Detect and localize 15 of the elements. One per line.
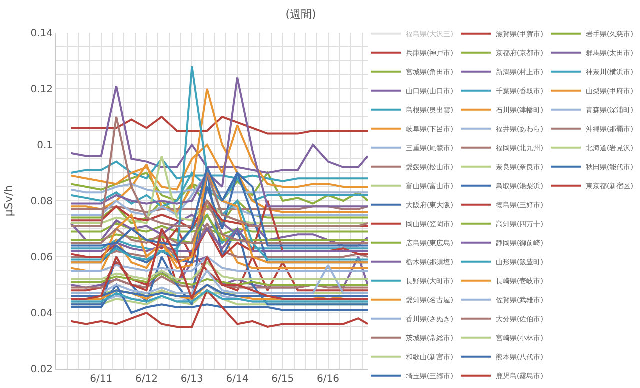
- y-tick-label: 0.12: [30, 84, 53, 96]
- x-tick-label: 6/14: [226, 374, 249, 385]
- y-tick-label: 0.04: [30, 308, 53, 320]
- y-tick-label: 0.08: [30, 196, 53, 208]
- y-tick-label: 0.06: [30, 252, 53, 264]
- x-tick-label: 6/13: [180, 374, 204, 385]
- y-tick-label: 0.14: [30, 28, 53, 40]
- x-tick-label: 6/16: [317, 374, 340, 385]
- y-axis-title: μSv/h: [2, 185, 16, 217]
- x-tick-label: 6/12: [136, 374, 158, 385]
- y-tick-label: 0.02: [30, 364, 53, 376]
- y-tick-label: 0.1: [37, 140, 53, 152]
- chart-title: (週間): [286, 8, 316, 21]
- x-tick-label: 6/11: [90, 374, 113, 385]
- x-tick-label: 6/15: [272, 374, 294, 385]
